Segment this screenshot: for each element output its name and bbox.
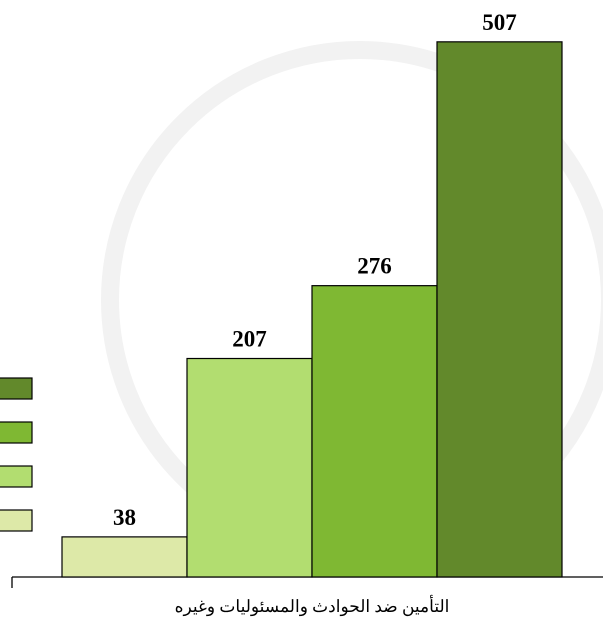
data-label: 207: [232, 327, 267, 352]
legend-swatch: [0, 421, 33, 444]
data-label: 276: [357, 254, 392, 279]
bar: [311, 285, 438, 578]
bar: [436, 41, 563, 578]
legend-swatch: [0, 509, 33, 532]
bar: [186, 357, 313, 578]
data-label: 38: [113, 505, 136, 530]
x-tick-label: التأمين ضد الحوادث والمسئوليات وغيره: [175, 594, 450, 617]
legend-swatch: [0, 377, 33, 400]
bar: [61, 536, 188, 578]
data-label: 507: [482, 10, 517, 35]
legend-swatch: [0, 465, 33, 488]
